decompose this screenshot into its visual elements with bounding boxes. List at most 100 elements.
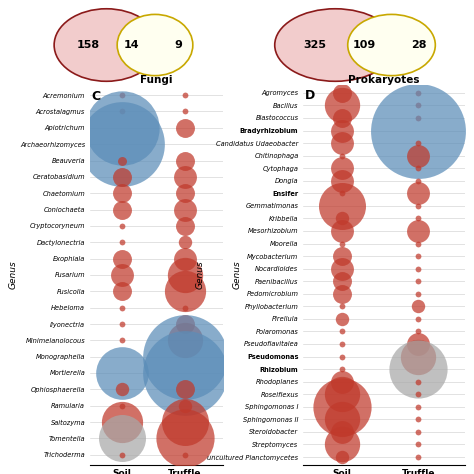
Point: [181, 108, 189, 115]
Point: [118, 206, 126, 213]
Ellipse shape: [117, 14, 193, 76]
Point: [338, 328, 346, 335]
Point: [181, 255, 189, 263]
Point: [415, 177, 422, 184]
Point: [415, 127, 422, 134]
Point: [415, 391, 422, 398]
Text: 325: 325: [303, 40, 326, 50]
Point: [338, 139, 346, 147]
Point: [338, 265, 346, 273]
Point: [415, 227, 422, 235]
Point: [338, 277, 346, 285]
Point: [338, 391, 346, 398]
Point: [415, 441, 422, 448]
Point: [338, 403, 346, 410]
Point: [338, 378, 346, 385]
Text: 9: 9: [174, 40, 182, 50]
Point: [181, 369, 189, 377]
Point: [338, 89, 346, 97]
Point: [338, 290, 346, 298]
Point: [415, 328, 422, 335]
Point: [118, 271, 126, 279]
Point: [181, 173, 189, 181]
Point: [415, 164, 422, 172]
Point: [415, 403, 422, 410]
Text: D: D: [305, 89, 315, 102]
Y-axis label: Genus: Genus: [196, 261, 205, 289]
Point: [118, 304, 126, 311]
Point: [118, 337, 126, 344]
Point: [338, 302, 346, 310]
Point: [415, 290, 422, 298]
Text: 28: 28: [411, 40, 427, 50]
Y-axis label: Genus: Genus: [8, 261, 17, 289]
Point: [338, 114, 346, 122]
Point: [118, 140, 126, 148]
Point: [415, 265, 422, 273]
Point: [415, 215, 422, 222]
Ellipse shape: [54, 9, 159, 82]
Text: 14: 14: [124, 40, 139, 50]
Point: [338, 202, 346, 210]
Point: [181, 402, 189, 410]
Point: [181, 190, 189, 197]
Point: [415, 190, 422, 197]
Point: [415, 365, 422, 373]
Point: [415, 240, 422, 247]
Text: C: C: [91, 90, 100, 103]
Point: [181, 222, 189, 230]
Point: [415, 277, 422, 285]
Point: [338, 428, 346, 436]
Point: [118, 91, 126, 99]
Point: [338, 365, 346, 373]
Point: [181, 124, 189, 132]
Point: [118, 451, 126, 458]
Point: [338, 453, 346, 461]
Text: 109: 109: [353, 40, 376, 50]
Point: [118, 124, 126, 132]
Point: [415, 202, 422, 210]
Point: [415, 428, 422, 436]
Point: [415, 302, 422, 310]
Point: [181, 337, 189, 344]
Point: [118, 190, 126, 197]
Point: [181, 238, 189, 246]
Point: [118, 385, 126, 393]
Point: [338, 127, 346, 134]
Point: [338, 177, 346, 184]
Point: [415, 101, 422, 109]
Point: [118, 369, 126, 377]
Point: [181, 287, 189, 295]
Point: [415, 453, 422, 461]
Point: [338, 164, 346, 172]
Point: [181, 353, 189, 360]
Point: [181, 418, 189, 426]
Point: [118, 238, 126, 246]
Point: [118, 418, 126, 426]
Point: [181, 385, 189, 393]
Point: [338, 215, 346, 222]
Point: [415, 114, 422, 122]
Point: [338, 240, 346, 247]
Point: [338, 353, 346, 360]
Point: [118, 402, 126, 410]
Point: [118, 320, 126, 328]
Point: [118, 222, 126, 230]
Point: [415, 353, 422, 360]
Point: [415, 89, 422, 97]
Point: [338, 340, 346, 348]
Point: [181, 435, 189, 442]
Point: [338, 152, 346, 159]
Point: [338, 190, 346, 197]
Point: [118, 435, 126, 442]
Point: [338, 227, 346, 235]
Point: [118, 157, 126, 164]
Point: [338, 441, 346, 448]
Point: [415, 252, 422, 260]
Ellipse shape: [275, 9, 396, 82]
Point: [118, 173, 126, 181]
Point: [181, 91, 189, 99]
Point: [415, 340, 422, 348]
Point: [181, 320, 189, 328]
Text: Genus: Genus: [233, 261, 241, 289]
